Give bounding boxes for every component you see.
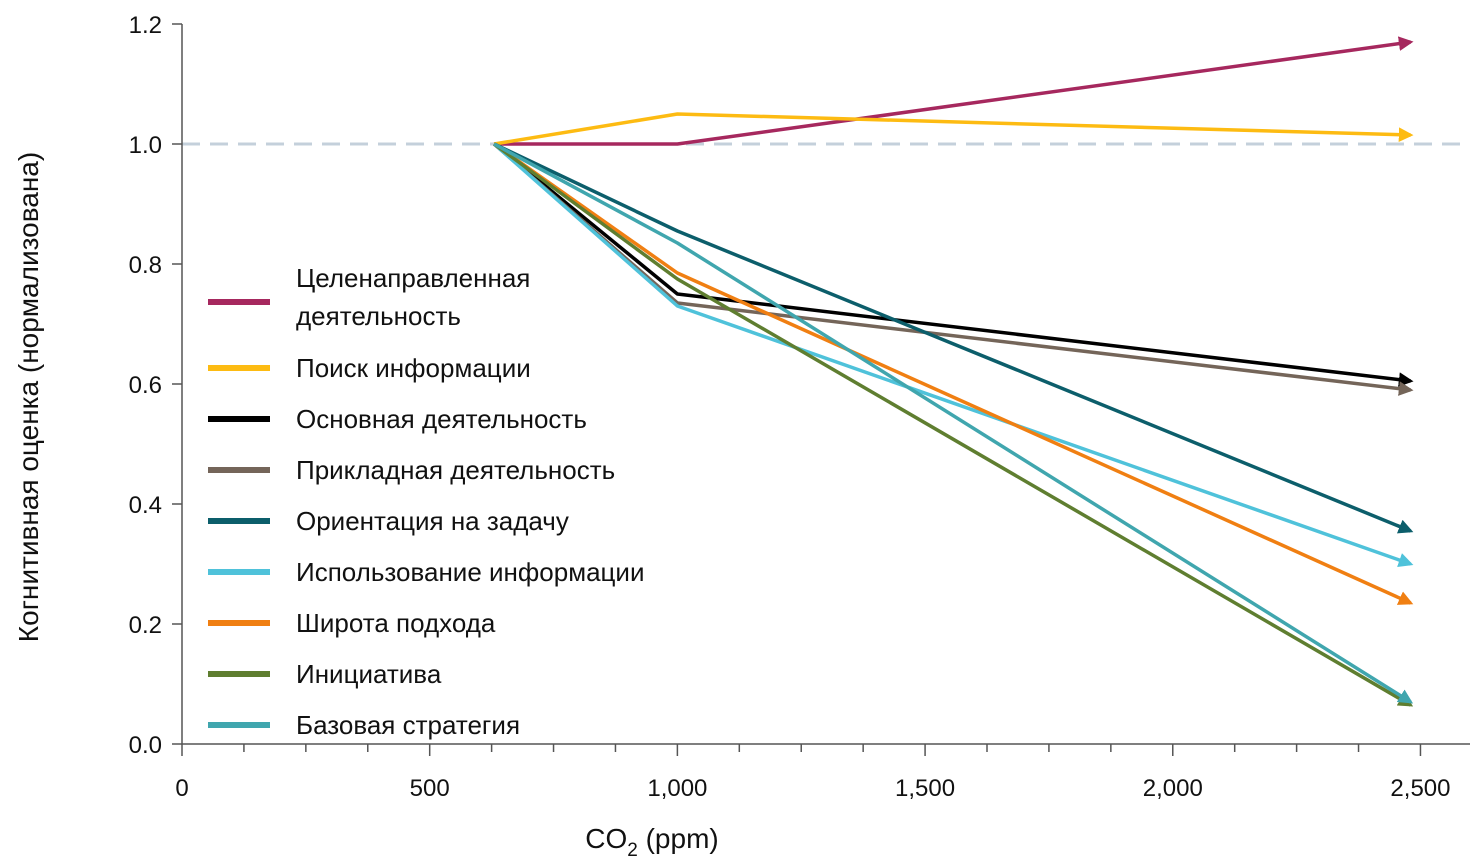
- x-tick-label: 2,500: [1390, 775, 1450, 802]
- y-tick-label: 0.6: [129, 372, 162, 399]
- legend-label: Ориентация на задачу: [296, 506, 569, 536]
- y-axis-title: Когнитивная оценка (нормализована): [13, 152, 44, 642]
- series-line: [493, 142, 1414, 707]
- series-line: [494, 36, 1414, 146]
- legend-label: Основная деятельность: [296, 404, 587, 434]
- legend-item: Базовая стратегия: [208, 710, 520, 740]
- x-axis-title-subscript: 2: [627, 840, 638, 859]
- series-line: [492, 142, 1414, 568]
- y-tick-label: 0.8: [129, 252, 162, 279]
- series-layer: [492, 36, 1414, 707]
- legend-item: Ориентация на задачу: [208, 506, 569, 536]
- legend-label: Инициатива: [296, 659, 442, 689]
- y-tick-label: 1.2: [129, 12, 162, 39]
- legend-item: Целенаправленная деятельность: [208, 263, 530, 331]
- x-tick-label: 1,000: [647, 775, 707, 802]
- y-tick-label: 0.2: [129, 612, 162, 639]
- legend-label: Базовая стратегия: [296, 710, 520, 740]
- legend-label: деятельность: [296, 301, 461, 331]
- legend-item: Инициатива: [208, 659, 442, 689]
- legend: Целенаправленная деятельность Поиск информ…: [208, 263, 644, 740]
- x-tick-label: 0: [175, 775, 188, 802]
- legend-item: Основная деятельность: [208, 404, 587, 434]
- legend-item: Широта подхода: [208, 608, 496, 638]
- legend-label: Широта подхода: [296, 608, 496, 638]
- legend-item: Использование информации: [208, 557, 644, 587]
- y-tick-label: 0.0: [129, 732, 162, 759]
- legend-label: Поиск информации: [296, 353, 531, 383]
- axes: 0.0 0.2 0.4 0.6 0.8 1.0 1.2 0 500 1,000 1,500 2,000…: [129, 12, 1470, 802]
- y-tick-label: 0.4: [129, 492, 162, 519]
- series-line: [492, 142, 1414, 387]
- x-axis-title: CO2 (ppm): [585, 823, 718, 859]
- series-line: [493, 142, 1414, 704]
- legend-item: Поиск информации: [208, 353, 531, 383]
- series-line: [493, 112, 1414, 146]
- legend-label: Использование информации: [296, 557, 644, 587]
- x-tick-label: 1,500: [895, 775, 955, 802]
- legend-label: Прикладная деятельность: [296, 455, 615, 485]
- series-line: [493, 142, 1414, 534]
- x-axis-title-suffix: (ppm): [638, 823, 719, 854]
- x-axis-title-main: CO: [585, 823, 627, 854]
- y-tick-label: 1.0: [129, 132, 162, 159]
- x-tick-label: 2,000: [1143, 775, 1203, 802]
- legend-item: Прикладная деятельность: [208, 455, 615, 485]
- legend-label: Целенаправленная: [296, 263, 530, 293]
- x-tick-label: 500: [410, 775, 450, 802]
